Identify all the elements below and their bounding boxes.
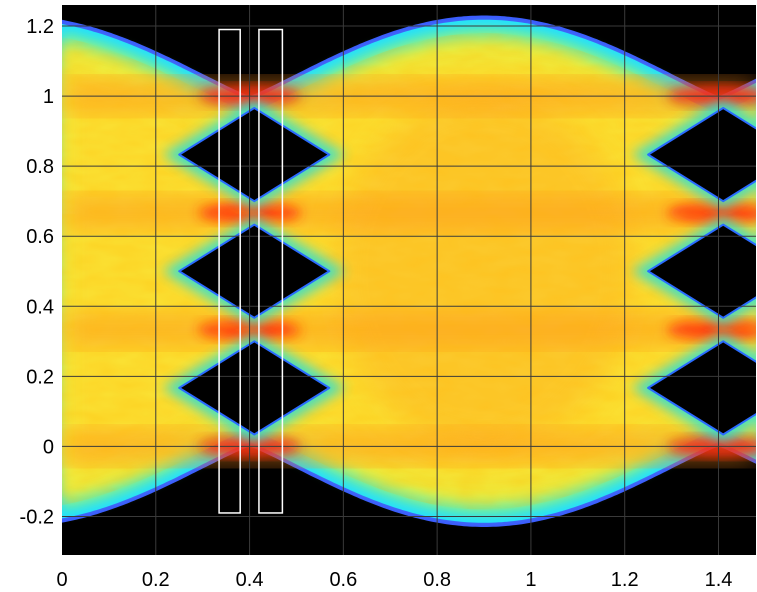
y-tick-label: 1: [43, 86, 54, 108]
y-tick-label: -0.2: [20, 506, 54, 528]
x-tick-label: 1.4: [705, 569, 733, 591]
x-tick-label: 1: [525, 569, 536, 591]
y-tick-label: 0.8: [26, 156, 54, 178]
y-axis-ticks: -0.2 0 0.2 0.4 0.6 0.8 1 1.2: [20, 16, 54, 528]
y-tick-label: 1.2: [26, 16, 54, 38]
y-tick-label: 0.2: [26, 366, 54, 388]
y-tick-label: 0.4: [26, 296, 54, 318]
y-tick-label: 0.6: [26, 226, 54, 248]
x-axis-ticks: 0 0.2 0.4 0.6 0.8 1 1.2 1.4: [56, 569, 732, 591]
x-tick-label: 1.2: [611, 569, 639, 591]
x-tick-label: 0.8: [423, 569, 451, 591]
x-tick-label: 0.4: [236, 569, 264, 591]
x-tick-label: 0: [56, 569, 67, 591]
eye-density-heatmap: [62, 16, 757, 528]
x-tick-label: 0.6: [329, 569, 357, 591]
y-tick-label: 0: [43, 436, 54, 458]
plot-area: [62, 5, 757, 555]
x-tick-label: 0.2: [142, 569, 170, 591]
